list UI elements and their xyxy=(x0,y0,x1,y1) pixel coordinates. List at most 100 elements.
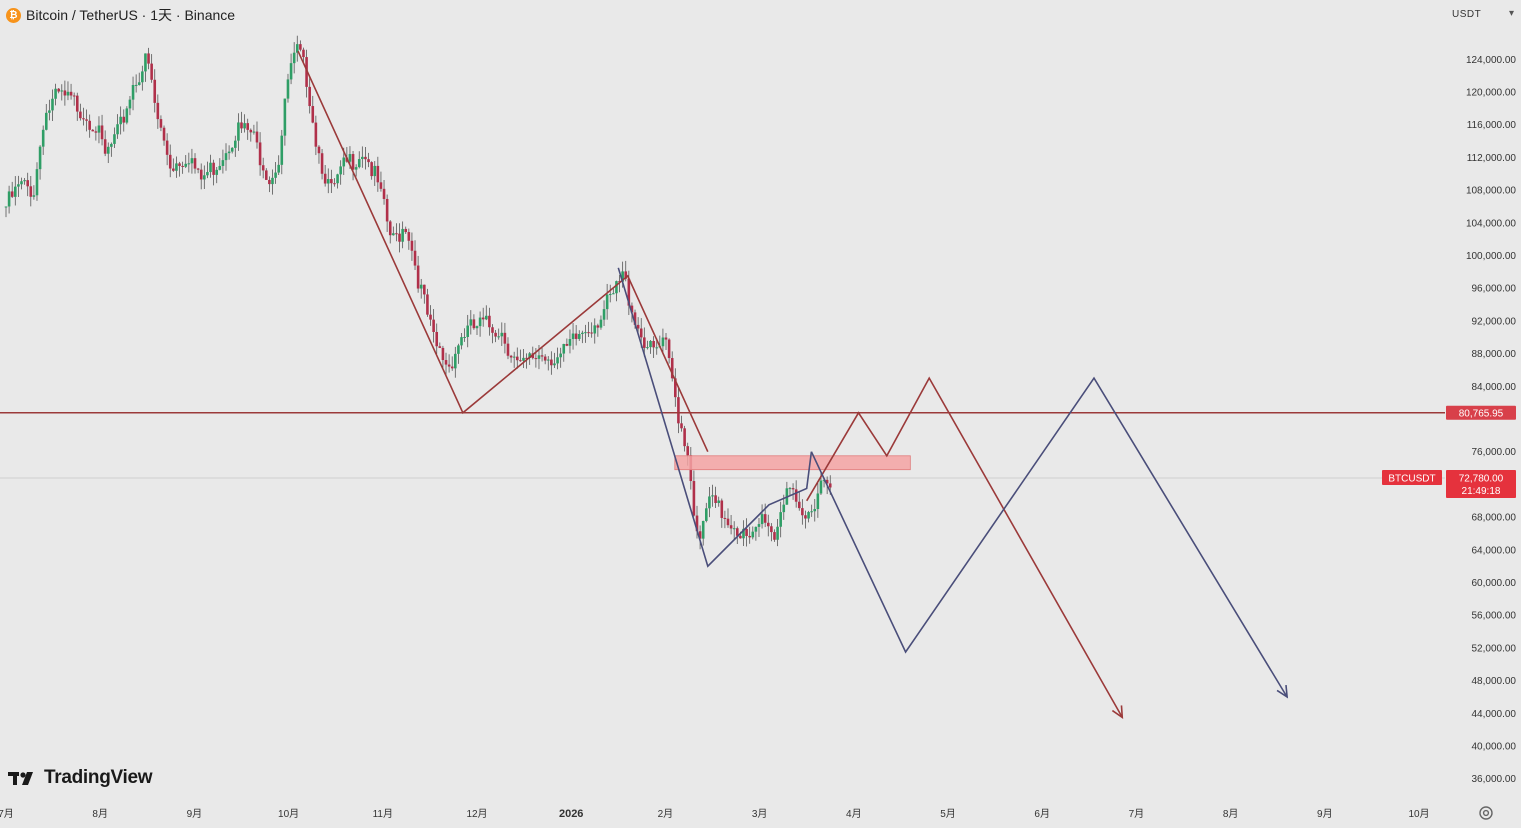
candle-body xyxy=(664,337,668,340)
candle-body xyxy=(649,340,652,348)
x-tick-label: 9月 xyxy=(1317,808,1333,820)
candle-body xyxy=(472,319,476,329)
candle-body xyxy=(150,63,153,80)
candle-body xyxy=(159,119,163,128)
pattern-drawings xyxy=(297,50,1289,719)
candle-body xyxy=(91,129,95,132)
candle-body xyxy=(97,125,101,133)
candle-body xyxy=(457,345,460,354)
x-tick-label: 6月 xyxy=(1034,808,1050,820)
candle-body xyxy=(801,508,804,516)
candle-body xyxy=(323,173,327,184)
candle-body xyxy=(587,332,590,334)
candle-body xyxy=(221,160,225,166)
candle-body xyxy=(630,305,634,313)
candle-body xyxy=(525,357,528,359)
candle-body xyxy=(54,88,57,99)
candle-body xyxy=(364,156,367,160)
candle-body xyxy=(367,159,370,163)
candle-body xyxy=(357,159,361,168)
candle-body xyxy=(577,334,581,339)
candle-body xyxy=(661,337,665,347)
candle-body xyxy=(212,162,215,175)
chart-header[interactable]: ₿ Bitcoin / TetherUS · 1天 · Binance xyxy=(6,5,235,25)
candle-body xyxy=(488,315,491,328)
y-tick-label: 96,000.00 xyxy=(1472,284,1517,295)
candle-body xyxy=(652,340,655,348)
candle-body xyxy=(382,188,386,199)
candle-body xyxy=(354,167,358,170)
candle-body xyxy=(79,111,82,119)
candle-body xyxy=(128,99,132,109)
current-price-tag xyxy=(1446,470,1516,499)
candle-body xyxy=(10,191,14,197)
candle-body xyxy=(608,294,612,296)
candle-body xyxy=(119,116,122,125)
candle-body xyxy=(69,91,73,96)
candle-body xyxy=(376,165,380,183)
candle-body xyxy=(48,110,51,113)
candle-body xyxy=(419,284,423,289)
candle-body xyxy=(540,355,544,357)
candle-body xyxy=(125,108,129,123)
candle-body xyxy=(484,315,488,320)
candle-body xyxy=(782,504,786,513)
candle-body xyxy=(255,131,259,143)
candle-body xyxy=(147,53,150,64)
candlestick-series xyxy=(4,35,832,550)
candle-body xyxy=(398,233,401,242)
candle-body xyxy=(243,123,246,129)
candle-body xyxy=(314,122,318,147)
candle-body xyxy=(190,158,194,164)
candle-body xyxy=(773,532,776,540)
candle-body xyxy=(227,151,231,154)
y-tick-label: 92,000.00 xyxy=(1472,316,1517,327)
price-axis[interactable]: 124,000.00 120,000.00 116,000.00 112,000.00… xyxy=(1466,55,1516,785)
arrow-head-icon xyxy=(1276,684,1289,699)
candle-body xyxy=(435,331,439,347)
candle-body xyxy=(295,44,299,53)
candle-body xyxy=(593,325,597,334)
chevron-down-icon[interactable]: ▾ xyxy=(1509,8,1515,19)
candle-body xyxy=(454,353,457,369)
candle-body xyxy=(466,325,470,337)
candle-body xyxy=(494,332,497,337)
candle-body xyxy=(339,166,342,175)
candle-body xyxy=(268,179,271,185)
candle-body xyxy=(478,317,482,327)
candle-body xyxy=(141,71,144,83)
candle-body xyxy=(373,165,377,177)
candle-body xyxy=(224,153,228,161)
candle-body xyxy=(460,337,463,346)
currency-selector[interactable]: USDT xyxy=(1452,9,1482,20)
arrow-head-icon xyxy=(1111,705,1124,719)
candle-body xyxy=(342,157,346,167)
candle-body xyxy=(686,446,690,456)
x-tick-label: 2026 xyxy=(559,808,583,820)
candle-body xyxy=(85,119,88,121)
candle-body xyxy=(134,84,138,86)
candle-body xyxy=(605,294,609,310)
candle-body xyxy=(745,528,748,536)
settings-gear-icon[interactable] xyxy=(1478,805,1494,821)
candle-body xyxy=(450,366,454,369)
time-axis[interactable]: 7月 8月 9月 10月 11月 12月 2026 2月 3月 4月 5月 6月 7月 8月 9月 10月 xyxy=(0,808,1430,820)
candle-body xyxy=(172,168,175,171)
candle-body xyxy=(705,508,708,521)
candle-body xyxy=(264,170,268,180)
candle-body xyxy=(546,359,550,361)
candle-body xyxy=(444,360,448,365)
candle-body xyxy=(106,146,110,154)
candle-body xyxy=(215,169,219,175)
candle-body xyxy=(810,511,813,513)
symbol-title[interactable]: Bitcoin / TetherUS · 1天 · Binance xyxy=(26,7,236,23)
y-tick-label: 120,000.00 xyxy=(1466,88,1516,99)
tradingview-logo[interactable]: TradingView xyxy=(8,767,153,789)
candle-body xyxy=(677,397,680,424)
candle-body xyxy=(206,172,209,176)
candle-body xyxy=(720,500,724,518)
candle-body xyxy=(51,98,54,111)
candle-body xyxy=(401,228,404,242)
